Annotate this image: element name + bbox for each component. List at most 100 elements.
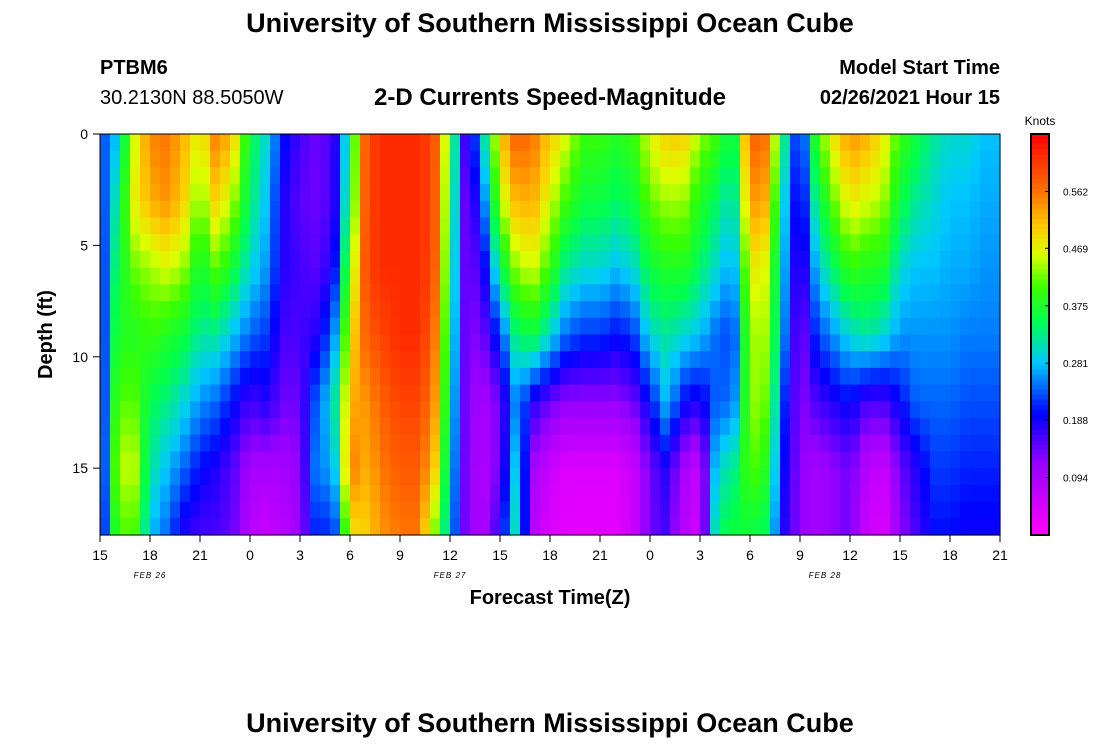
heatmap-cell — [630, 134, 641, 152]
heatmap-cell — [120, 334, 131, 352]
heatmap-cell — [900, 267, 911, 285]
heatmap-cell — [770, 518, 781, 536]
heatmap-cell — [980, 200, 991, 219]
heatmap-cell — [640, 401, 651, 419]
colorbar-swatch — [1031, 484, 1049, 491]
colorbar-swatch — [1031, 509, 1049, 516]
heatmap-cell — [230, 384, 241, 402]
heatmap-cell — [740, 468, 751, 486]
heatmap-cell — [320, 468, 331, 486]
heatmap-cell — [490, 284, 501, 302]
colorbar-swatch — [1031, 379, 1049, 386]
heatmap-cell — [220, 267, 231, 285]
heatmap-cell — [780, 317, 791, 336]
heatmap-cell — [880, 334, 891, 352]
heatmap-cell — [200, 267, 211, 285]
heatmap-cell — [260, 184, 271, 202]
heatmap-cell — [320, 501, 331, 519]
heatmap-cell — [950, 334, 961, 352]
heatmap-cell — [360, 234, 371, 252]
heatmap-cell — [770, 334, 781, 352]
heatmap-cell — [910, 367, 921, 386]
heatmap-cell — [910, 301, 921, 319]
heatmap-cell — [790, 384, 801, 402]
heatmap-cell — [110, 317, 121, 336]
heatmap-cell — [370, 250, 381, 269]
heatmap-cell — [420, 401, 431, 419]
heatmap-cell — [520, 317, 531, 336]
heatmap-cell — [340, 317, 351, 336]
heatmap-cell — [670, 367, 681, 386]
heatmap-cell — [860, 451, 871, 469]
heatmap-cell — [640, 301, 651, 319]
heatmap-cell — [920, 234, 931, 252]
heatmap-cell — [590, 134, 601, 152]
heatmap-cell — [720, 384, 731, 402]
heatmap-cell — [220, 468, 231, 486]
heatmap-cell — [960, 317, 971, 336]
heatmap-cell — [640, 451, 651, 469]
heatmap-cell — [920, 134, 931, 152]
heatmap-cell — [480, 184, 491, 202]
heatmap-cell — [820, 301, 831, 319]
heatmap-cell — [360, 250, 371, 269]
heatmap-cell — [100, 267, 111, 285]
heatmap-cell — [300, 451, 311, 469]
heatmap-cell — [580, 217, 591, 235]
colorbar-swatch — [1031, 449, 1049, 456]
heatmap-cell — [460, 367, 471, 386]
heatmap-cell — [710, 267, 721, 285]
heatmap-cell — [510, 250, 521, 269]
heatmap-cell — [910, 200, 921, 219]
heatmap-cell — [820, 367, 831, 386]
heatmap-cell — [940, 518, 951, 536]
heatmap-cell — [760, 384, 771, 402]
heatmap-cell — [780, 351, 791, 369]
heatmap-cell — [100, 250, 111, 269]
heatmap-cell — [890, 167, 901, 185]
heatmap-cell — [850, 167, 861, 185]
colorbar-swatch — [1031, 149, 1049, 155]
heatmap-cell — [630, 367, 641, 386]
heatmap-cell — [980, 434, 991, 453]
heatmap-cell — [730, 167, 741, 185]
heatmap-cell — [880, 367, 891, 386]
heatmap-cell — [220, 234, 231, 252]
heatmap-cell — [180, 301, 191, 319]
heatmap-cell — [730, 351, 741, 369]
heatmap-cell — [540, 284, 551, 302]
heatmap-cell — [790, 150, 801, 169]
heatmap-cell — [360, 518, 371, 536]
heatmap-cell — [930, 200, 941, 219]
heatmap-cell — [550, 418, 561, 436]
heatmap-cell — [490, 384, 501, 402]
heatmap-cell — [890, 367, 901, 386]
heatmap-cell — [970, 518, 981, 536]
colorbar-swatch — [1031, 454, 1049, 461]
heatmap-cell — [330, 484, 341, 503]
heatmap-cell — [580, 167, 591, 185]
heatmap-cell — [740, 217, 751, 235]
heatmap-cell — [190, 401, 201, 419]
heatmap-cell — [350, 418, 361, 436]
heatmap-cell — [130, 501, 141, 519]
heatmap-cell — [330, 200, 341, 219]
heatmap-cell — [920, 434, 931, 453]
heatmap-cell — [390, 484, 401, 503]
heatmap-cell — [810, 351, 821, 369]
heatmap-cell — [110, 217, 121, 235]
heatmap-cell — [410, 434, 421, 453]
heatmap-cell — [860, 150, 871, 169]
heatmap-cell — [870, 451, 881, 469]
heatmap-cell — [730, 234, 741, 252]
heatmap-cell — [650, 418, 661, 436]
heatmap-cell — [840, 267, 851, 285]
heatmap-cell — [560, 401, 571, 419]
heatmap-cell — [850, 468, 861, 486]
heatmap-cell — [390, 418, 401, 436]
heatmap-cell — [780, 184, 791, 202]
heatmap-cell — [810, 384, 821, 402]
heatmap-cell — [570, 167, 581, 185]
heatmap-cell — [340, 217, 351, 235]
colorbar-swatch — [1031, 414, 1049, 421]
